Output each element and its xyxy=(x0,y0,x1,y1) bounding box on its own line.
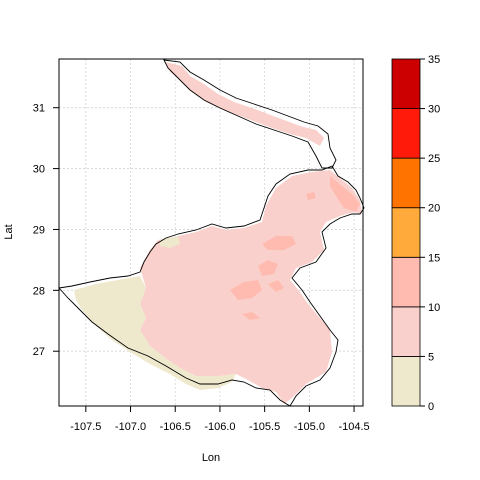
legend-break-label: 0 xyxy=(428,401,434,413)
x-axis: -107.5 -107.0 -106.5 -106.0 -105.5 -105.0 -104… xyxy=(70,406,370,433)
region-10-15-patch-2 xyxy=(262,236,296,250)
region-10-15-patch-6 xyxy=(242,312,260,320)
legend-break-label: 5 xyxy=(428,351,434,363)
x-tick-label: -106.5 xyxy=(160,421,191,433)
region-0-5-west xyxy=(74,276,236,390)
y-tick-label: 30 xyxy=(33,164,45,176)
legend-color-swatch xyxy=(391,157,421,209)
x-tick-label: -106.0 xyxy=(204,421,235,433)
legend-break-label: 20 xyxy=(428,203,440,215)
region-10-15-patch-1 xyxy=(230,280,262,300)
legend-break-label: 10 xyxy=(428,302,440,314)
legend-break-label: 15 xyxy=(428,252,440,264)
x-tick-label: -105.0 xyxy=(294,421,325,433)
x-tick-label: -107.5 xyxy=(70,421,101,433)
basin-outline xyxy=(58,59,365,407)
x-tick-label: -107.0 xyxy=(115,421,146,433)
basin-boundary-north xyxy=(163,59,337,169)
legend-break-label: 25 xyxy=(428,153,440,165)
region-10-15-patch-4 xyxy=(268,280,284,292)
y-axis: 27 28 29 30 31 xyxy=(33,103,59,358)
y-tick-label: 29 xyxy=(33,224,45,236)
y-tick-label: 27 xyxy=(33,346,45,358)
region-10-15-patch-3 xyxy=(258,260,278,276)
y-tick-label: 28 xyxy=(33,285,45,297)
region-5-10-north xyxy=(166,62,324,146)
y-axis-title: Lat xyxy=(3,224,15,239)
legend-color-swatch xyxy=(391,356,421,407)
legend-break-label: 35 xyxy=(428,54,440,66)
legend-color-swatch xyxy=(391,256,421,308)
basin-fill-regions xyxy=(74,62,362,404)
legend-break-label: 30 xyxy=(428,104,440,116)
legend-color-swatch xyxy=(391,108,421,159)
legend-color-swatch xyxy=(391,306,421,357)
color-legend: 0 5 10 15 20 25 30 35 xyxy=(391,54,440,413)
legend-color-swatch xyxy=(391,58,421,109)
legend-color-swatch xyxy=(391,207,421,258)
region-10-15-patch-5 xyxy=(330,176,360,212)
basin-boundary xyxy=(58,165,365,407)
region-10-15-patch-7 xyxy=(306,192,316,200)
x-tick-label: -105.5 xyxy=(249,421,280,433)
x-tick-label: -104.5 xyxy=(338,421,369,433)
y-tick-label: 31 xyxy=(33,103,45,115)
map-panel-border xyxy=(58,58,364,407)
x-axis-title: Lon xyxy=(202,452,220,464)
